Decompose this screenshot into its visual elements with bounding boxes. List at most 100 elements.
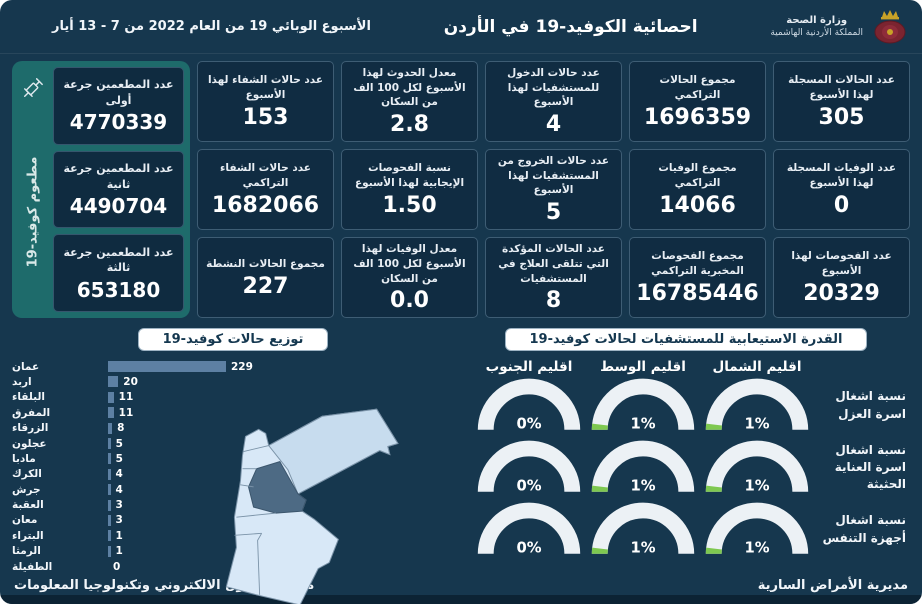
footer-strip: [0, 595, 922, 604]
capacity-gauge-cell: 1%: [700, 439, 814, 496]
stat-card: عدد الوفيات المسجلة لهذا الأسبوع 0: [773, 149, 910, 231]
stat-card: مجموع الحالات التراكمي 1696359: [629, 61, 766, 143]
capacity-gauge-cell: 0%: [472, 501, 586, 558]
bar: [108, 530, 111, 542]
bar-label: عجلون: [12, 437, 47, 450]
capacity-row: نسبة اشغال أجهزة التنفس 1% 1% 0%: [462, 501, 910, 558]
stat-value: 1696359: [643, 104, 752, 130]
stat-card: معدل الحدوث لهذا الأسبوع لكل 100 الف من …: [341, 61, 478, 143]
capacity-row-label: نسبة اشغال اسرة العناية الحثيثة: [834, 442, 906, 492]
jordan-map: [225, 408, 399, 604]
stat-label: عدد حالات الشفاء لهذا الأسبوع: [207, 74, 324, 102]
bar-row: جرش 4: [12, 482, 454, 497]
stat-label: عدد الحالات المسجلة لهذا الأسبوع: [788, 74, 895, 102]
vaccination-side-strip: مطعوم كوفيد-19: [18, 67, 48, 312]
bar-value: 20: [123, 375, 138, 388]
bar-label: اربد: [12, 375, 32, 388]
stat-value: 4: [545, 112, 562, 138]
stat-label: عدد الحالات المؤكدة التي تتلقى العلاج في…: [498, 243, 609, 285]
stat-label: نسبة الفحوصات الإيجابية لهذا الأسبوع: [354, 162, 465, 190]
stat-label: عدد المطعمين جرعة ثانية: [63, 162, 174, 191]
capacity-gauge: 1%: [705, 378, 809, 433]
stat-column-rates: معدل الحدوث لهذا الأسبوع لكل 100 الف من …: [341, 61, 478, 319]
stat-label: عدد حالات الدخول للمستشفيات لهذا الأسبوع: [507, 67, 600, 109]
capacity-gauge: 0%: [477, 378, 581, 433]
capacity-row-label: نسبة اشغال اسرة العزل: [835, 389, 906, 421]
bar-value: 0: [113, 560, 121, 573]
stat-value: 153: [242, 104, 289, 130]
capacity-gauge: 1%: [591, 502, 695, 557]
stat-label: عدد الفحوصات لهذا الأسبوع: [791, 250, 892, 278]
stat-card: عدد حالات الشفاء لهذا الأسبوع 153: [197, 61, 334, 143]
stat-label: معدل الوفيات لهذا الأسبوع لكل 100 الف من…: [353, 243, 466, 285]
capacity-title: القدرة الاستيعابية للمستشفيات لحالات كوف…: [504, 328, 868, 352]
bar-row: البلقاء 11: [12, 390, 454, 405]
stat-card: معدل الوفيات لهذا الأسبوع لكل 100 الف من…: [341, 237, 478, 319]
bar-label: عمان: [12, 360, 40, 373]
bar-label: معان: [12, 514, 38, 527]
footer-right-directorate: مديرية الأمراض السارية: [757, 577, 908, 593]
capacity-gauge: 0%: [477, 502, 581, 557]
gauge-value: 1%: [630, 540, 655, 557]
capacity-gauge-cell: 1%: [700, 501, 814, 558]
bar-value: 1: [115, 545, 123, 558]
stat-value: 20329: [803, 280, 880, 306]
bar-row: اربد 20: [12, 375, 454, 390]
header: وزارة الصحة المملكة الأردنية الهاشمية اح…: [0, 0, 922, 54]
bar-row: الكرك 4: [12, 467, 454, 482]
stat-value: 2.8: [390, 112, 429, 138]
capacity-gauge-cell: 1%: [700, 377, 814, 434]
stat-value: 4770339: [69, 110, 168, 135]
bar-label: الكرك: [12, 468, 42, 481]
bar-row: الرمثا 1: [12, 544, 454, 559]
bar-value: 11: [118, 391, 134, 404]
bar-label: العقبة: [12, 499, 44, 512]
stat-value: 653180: [76, 277, 161, 302]
stat-card: عدد الفحوصات لهذا الأسبوع 20329: [773, 237, 910, 319]
ministry-name: وزارة الصحة: [786, 14, 848, 26]
hospital-capacity-section: القدرة الاستيعابية للمستشفيات لحالات كوف…: [462, 325, 910, 575]
vaccination-card: عدد المطعمين جرعة أولى 4770339: [53, 67, 184, 145]
stat-column-cumulative: مجموع الحالات التراكمي 1696359 مجموع الو…: [629, 61, 766, 319]
bar: [108, 453, 111, 465]
bar-value: 3: [115, 499, 123, 512]
page-title: احصائية الكوفيد-19 في الأردن: [443, 16, 698, 37]
vaccination-card: عدد المطعمين جرعة ثانية 4490704: [53, 150, 184, 229]
gauge-value: 1%: [630, 416, 655, 433]
bar-value: 3: [115, 514, 123, 527]
capacity-gauge: 0%: [477, 440, 581, 495]
gauge-value: 1%: [744, 416, 769, 433]
stat-value: 227: [242, 273, 289, 299]
capacity-gauge-cell: 1%: [586, 439, 700, 496]
capacity-gauge-cell: 1%: [586, 377, 700, 434]
bar-row: مادبا 5: [12, 452, 454, 467]
gauge-value: 1%: [744, 540, 769, 557]
stat-value: 1.50: [382, 192, 437, 218]
cases-bar-list: عمان 229 اربد 20 البلقاء 11 المفرق 11 الزرقاء 8 عج…: [12, 357, 454, 574]
bar-value: 4: [115, 483, 123, 496]
bar-label: الطفيلة: [12, 560, 53, 573]
region-header-north: اقليم الشمال: [712, 359, 802, 376]
bottom-band: القدرة الاستيعابية للمستشفيات لحالات كوف…: [0, 323, 922, 604]
stat-grid: عدد الحالات المسجلة لهذا الأسبوع 305 عدد…: [197, 61, 910, 319]
ministry-logo-block: وزارة الصحة المملكة الأردنية الهاشمية: [770, 8, 910, 46]
stat-label: عدد المطعمين جرعة أولى: [63, 78, 174, 107]
bar-label: البتراء: [12, 529, 44, 542]
bar-value: 1: [115, 529, 123, 542]
stat-label: مجموع الوفيات التراكمي: [658, 162, 737, 190]
region-header-south: اقليم الجنوب: [485, 359, 573, 376]
bar: [108, 514, 111, 526]
stat-card: عدد الحالات المؤكدة التي تتلقى العلاج في…: [485, 237, 622, 319]
stat-card: عدد الحالات المسجلة لهذا الأسبوع 305: [773, 61, 910, 143]
distribution-title: توزيع حالات كوفيد-19: [137, 328, 329, 352]
bar-value: 8: [117, 422, 125, 435]
distribution-content: عمان 229 اربد 20 البلقاء 11 المفرق 11 الزرقاء 8 عج…: [12, 357, 454, 604]
stat-value: 4490704: [69, 193, 168, 218]
gauge-value: 0%: [516, 540, 541, 557]
epi-week-info: الأسبوع الوبائي 19 من العام 2022 من 7 - …: [52, 19, 371, 34]
capacity-gauge: 1%: [705, 440, 809, 495]
footer: مديرية الأمراض السارية مديرية التحول الا…: [0, 575, 922, 595]
stat-column-recovery: عدد حالات الشفاء لهذا الأسبوع 153 عدد حا…: [197, 61, 334, 319]
gauge-value: 0%: [516, 416, 541, 433]
stat-label: عدد الوفيات المسجلة لهذا الأسبوع: [786, 162, 897, 190]
